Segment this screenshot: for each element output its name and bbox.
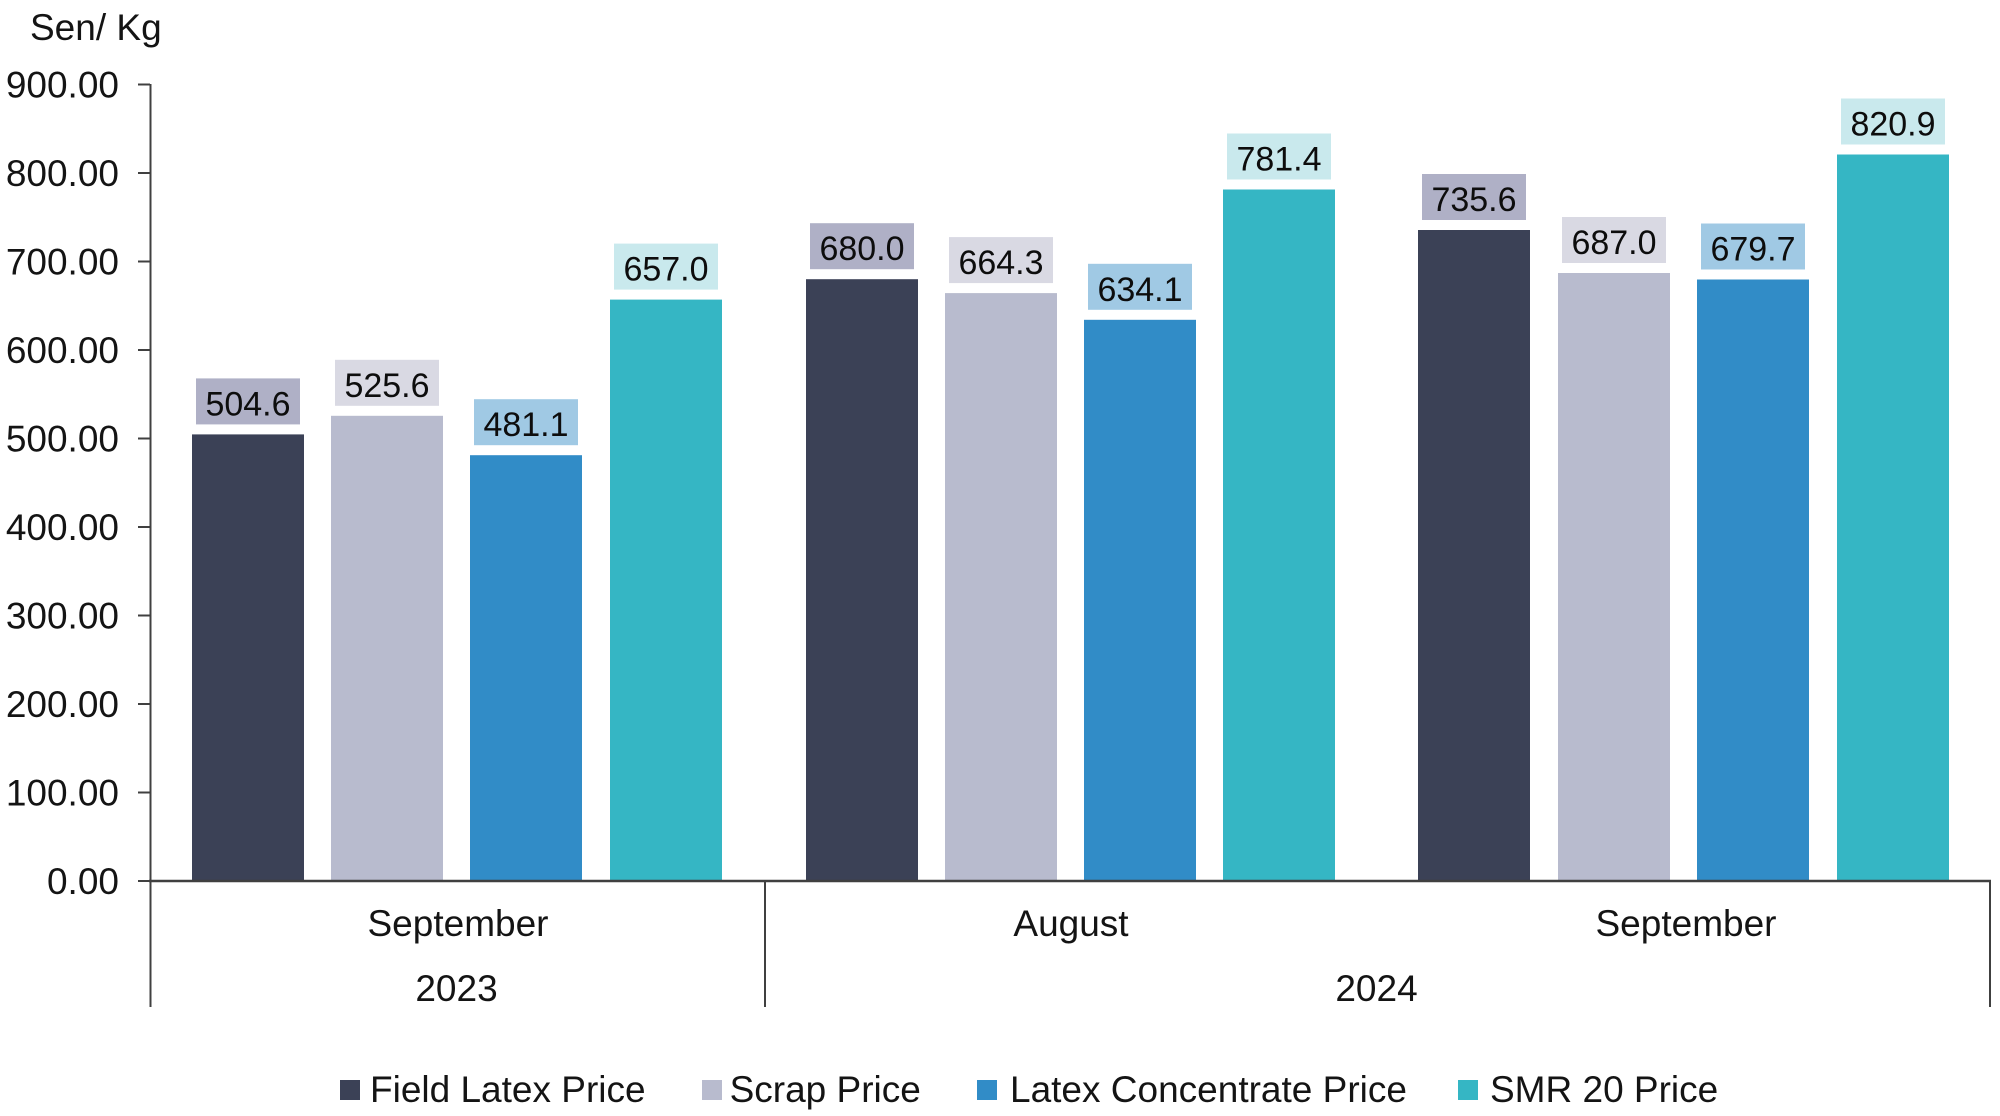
svg-text:500.00: 500.00 bbox=[6, 419, 119, 460]
svg-text:525.6: 525.6 bbox=[344, 367, 429, 405]
svg-text:400.00: 400.00 bbox=[6, 507, 119, 548]
svg-text:August: August bbox=[1013, 903, 1129, 944]
svg-text:800.00: 800.00 bbox=[6, 153, 119, 194]
svg-text:0.00: 0.00 bbox=[47, 861, 119, 902]
svg-text:657.0: 657.0 bbox=[623, 251, 708, 289]
svg-text:SMR 20 Price: SMR 20 Price bbox=[1490, 1069, 1718, 1110]
svg-text:664.3: 664.3 bbox=[958, 244, 1043, 282]
svg-text:680.0: 680.0 bbox=[819, 230, 904, 268]
svg-text:2023: 2023 bbox=[415, 968, 497, 1009]
svg-text:820.9: 820.9 bbox=[1850, 106, 1935, 144]
svg-text:Field Latex Price: Field Latex Price bbox=[370, 1069, 646, 1110]
svg-text:September: September bbox=[368, 903, 549, 944]
svg-text:Latex Concentrate Price: Latex Concentrate Price bbox=[1010, 1069, 1407, 1110]
svg-text:679.7: 679.7 bbox=[1710, 231, 1795, 269]
svg-text:504.6: 504.6 bbox=[205, 385, 290, 423]
svg-text:634.1: 634.1 bbox=[1097, 271, 1182, 309]
svg-text:Sen/ Kg: Sen/ Kg bbox=[30, 7, 162, 48]
svg-text:687.0: 687.0 bbox=[1571, 224, 1656, 262]
svg-text:200.00: 200.00 bbox=[6, 684, 119, 725]
svg-text:300.00: 300.00 bbox=[6, 596, 119, 637]
svg-text:600.00: 600.00 bbox=[6, 330, 119, 371]
svg-text:700.00: 700.00 bbox=[6, 242, 119, 283]
svg-text:2024: 2024 bbox=[1335, 968, 1417, 1009]
svg-text:781.4: 781.4 bbox=[1236, 141, 1321, 179]
svg-text:100.00: 100.00 bbox=[6, 773, 119, 814]
svg-text:Scrap Price: Scrap Price bbox=[730, 1069, 921, 1110]
svg-text:September: September bbox=[1596, 903, 1777, 944]
svg-text:900.00: 900.00 bbox=[6, 65, 119, 106]
svg-text:735.6: 735.6 bbox=[1431, 181, 1516, 219]
svg-text:481.1: 481.1 bbox=[483, 406, 568, 444]
